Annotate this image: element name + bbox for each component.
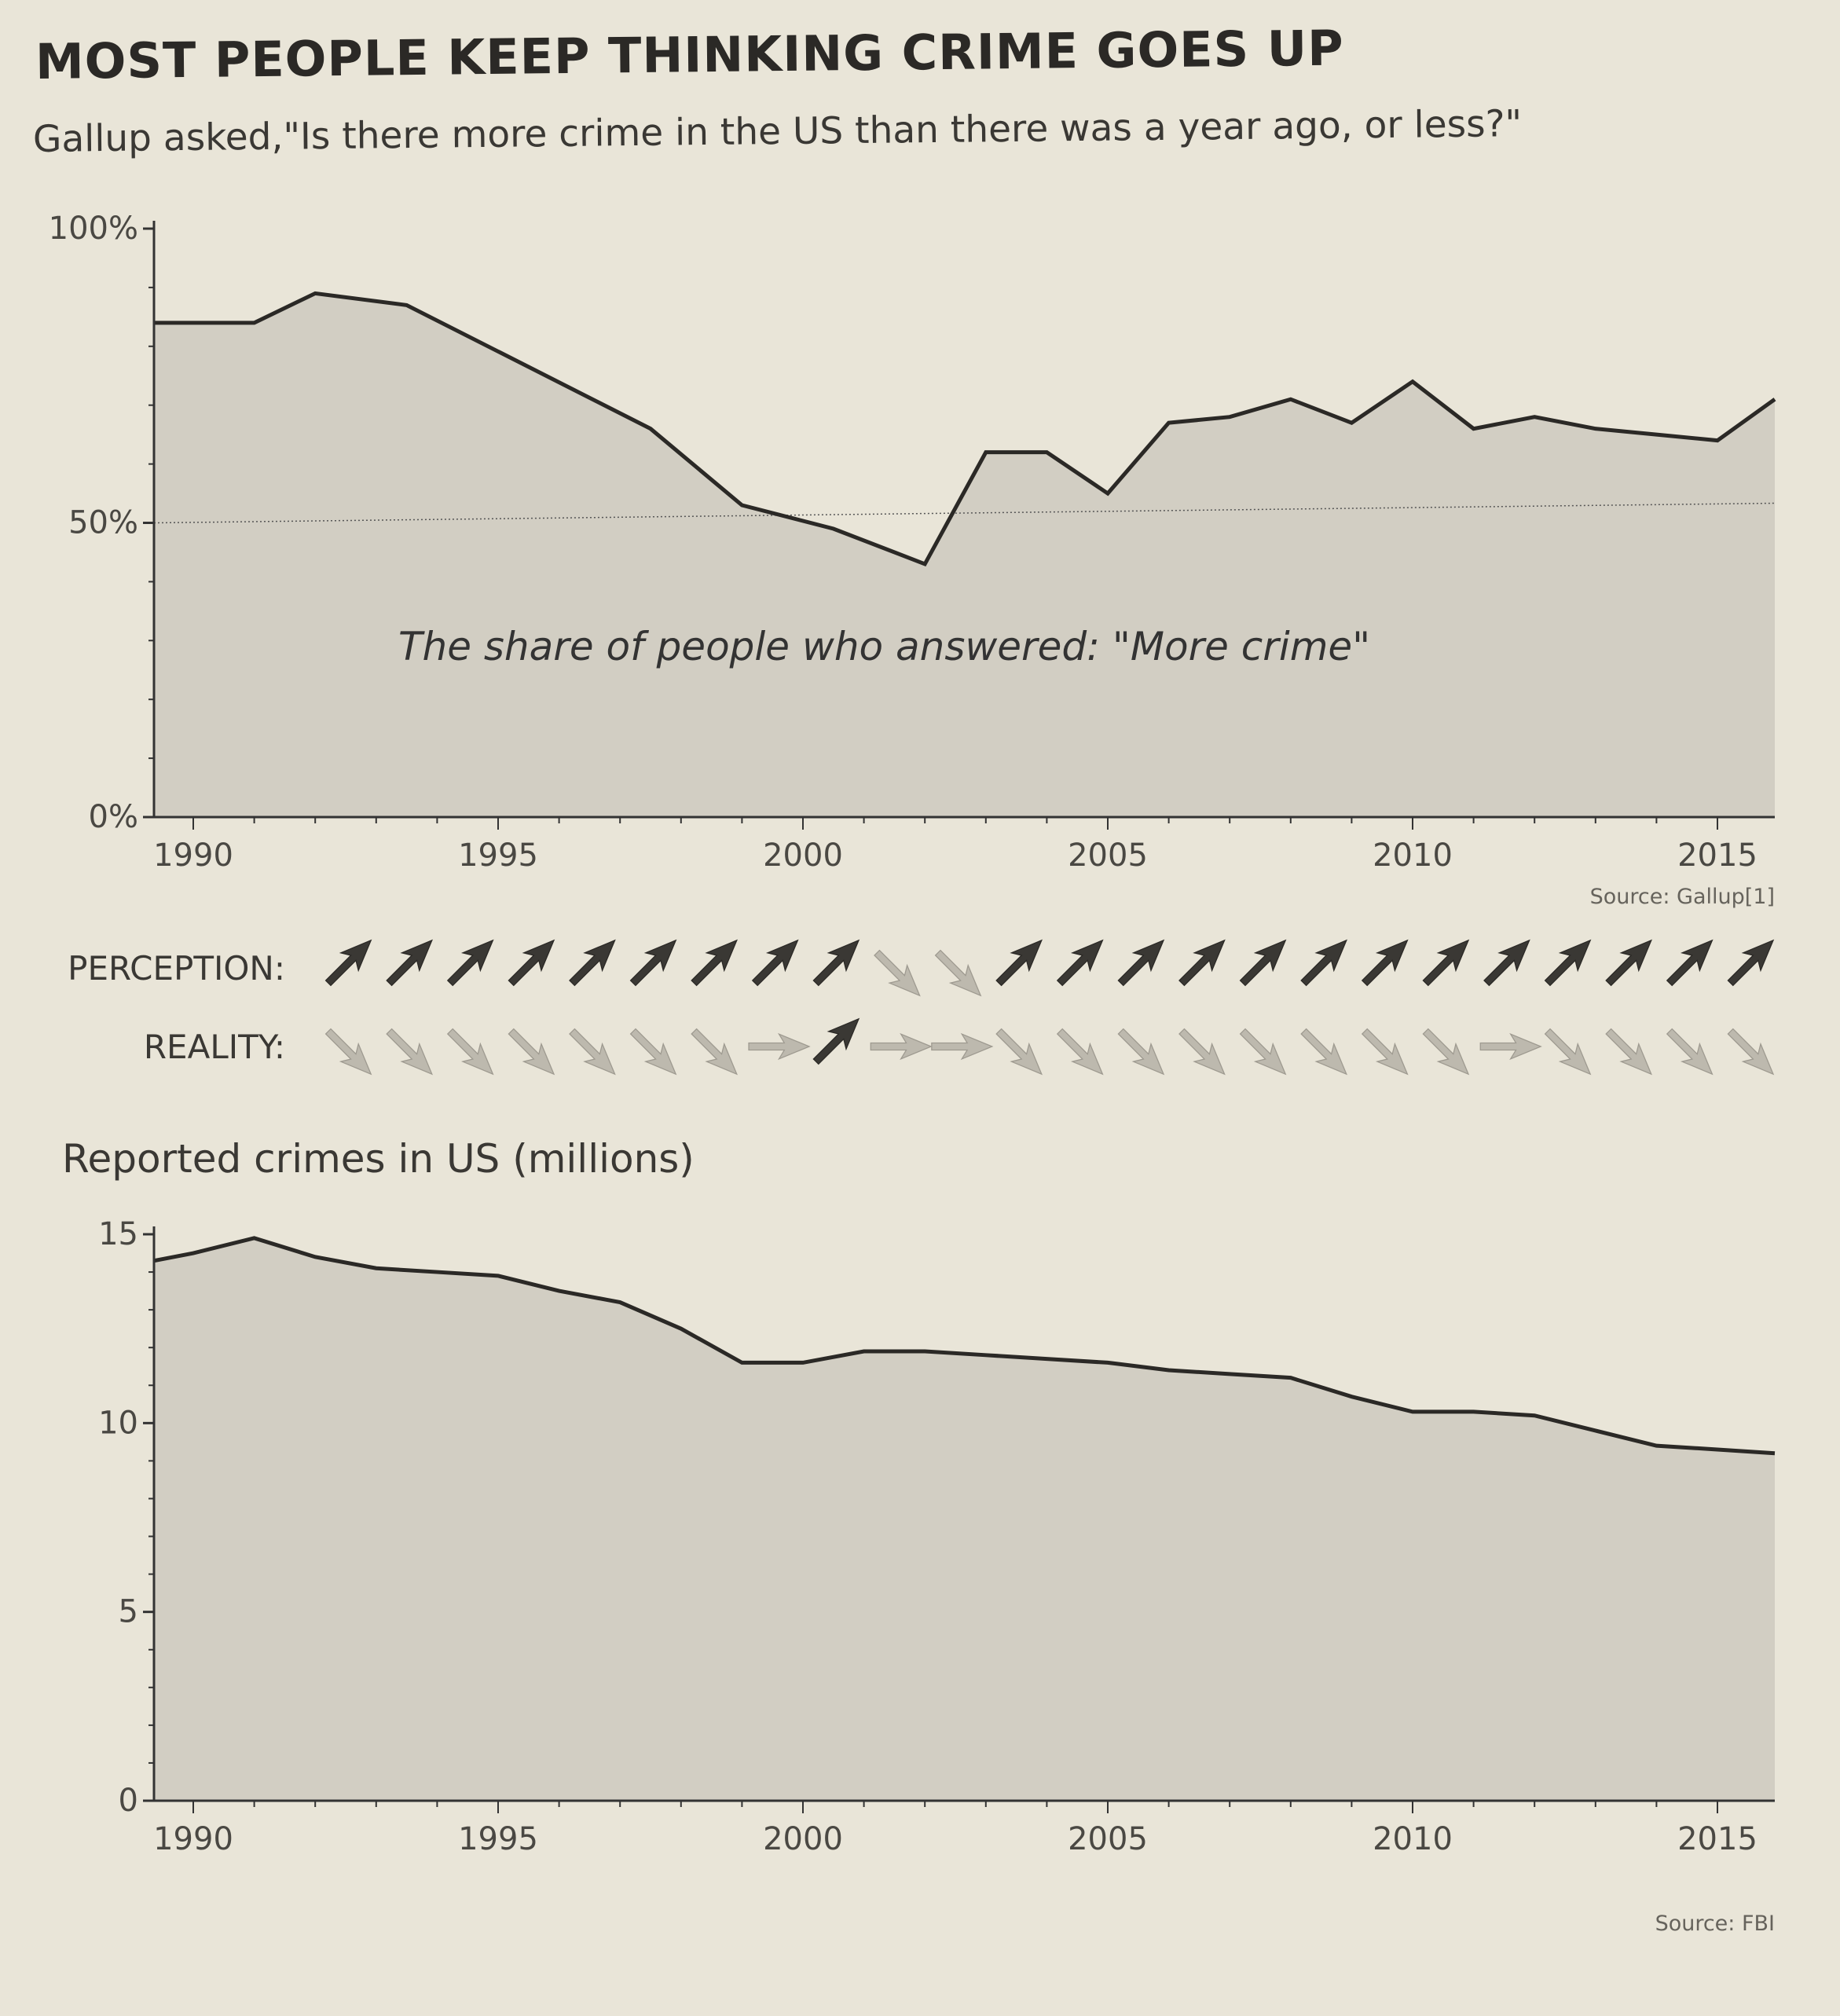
arrow-up-icon <box>569 939 616 987</box>
arrow-down-icon <box>386 1028 433 1076</box>
arrow-flat-icon <box>931 1032 994 1061</box>
arrow-down-icon <box>508 1028 555 1076</box>
arrow-up-icon <box>1483 939 1530 987</box>
arrow-up-icon <box>691 939 738 987</box>
arrow-up-icon <box>1056 939 1104 987</box>
arrow-up-icon <box>1422 939 1470 987</box>
x-tick-label: 2005 <box>1068 838 1148 874</box>
arrow-down-icon <box>1361 1028 1409 1076</box>
arrow-down-icon <box>874 949 921 997</box>
arrow-up-icon <box>1178 939 1226 987</box>
source-label: Source: Gallup[1] <box>1590 885 1775 909</box>
area-fill <box>154 1237 1775 1801</box>
arrow-up-icon <box>1605 939 1652 987</box>
x-tick-label: 1990 <box>153 1821 233 1857</box>
arrow-up-icon <box>386 939 433 987</box>
source-label: Source: FBI <box>1655 1912 1775 1936</box>
arrow-up-icon <box>446 939 494 987</box>
arrow-up-icon <box>1666 939 1714 987</box>
y-tick-label: 0 <box>119 1783 138 1819</box>
x-tick-label: 2000 <box>763 1821 843 1857</box>
y-tick-label: 15 <box>98 1216 138 1252</box>
chart-2: 0 5 10 15 1990 1995 2000 2005 2010 2015 Source: FB… <box>98 1216 1776 1936</box>
y-tick-label: 50% <box>68 505 138 541</box>
series-line <box>154 291 1776 567</box>
x-tick-label: 2010 <box>1373 1821 1453 1857</box>
arrow-flat-icon <box>870 1032 933 1061</box>
x-tick-label: 1995 <box>458 1821 538 1857</box>
arrow-down-icon <box>446 1028 494 1076</box>
reality-row: REALITY: <box>144 1017 1775 1076</box>
arrow-down-icon <box>1300 1028 1347 1076</box>
arrow-up-icon <box>324 939 372 987</box>
y-tick-label: 0% <box>89 799 138 835</box>
arrow-down-icon <box>1605 1028 1652 1076</box>
arrow-down-icon <box>1727 1028 1775 1076</box>
arrow-up-icon <box>812 939 860 987</box>
arrow-flat-icon <box>748 1032 811 1061</box>
perception-label: PERCEPTION: <box>68 949 285 988</box>
arrow-down-icon <box>1544 1028 1592 1076</box>
series-line <box>153 1236 1776 1456</box>
arrow-up-icon <box>995 939 1043 987</box>
y-tick-label: 5 <box>119 1594 138 1630</box>
x-tick-label: 2000 <box>763 838 843 874</box>
arrow-down-icon <box>1422 1028 1470 1076</box>
arrow-up-icon <box>1544 939 1592 987</box>
chart-1: 0% 50% 100% 1990 1995 2000 2005 2010 2015 Source:… <box>49 211 1776 909</box>
x-tick-label: 2005 <box>1068 1821 1148 1857</box>
y-tick-label: 100% <box>49 211 138 247</box>
x-tick-label: 1995 <box>458 838 538 874</box>
arrow-down-icon <box>569 1028 616 1076</box>
arrow-down-icon <box>934 949 982 997</box>
chart2-title: Reported crimes in US (millions) <box>62 1136 695 1182</box>
arrow-up-icon <box>1239 939 1287 987</box>
area-fill <box>154 293 1775 817</box>
x-tick-label: 2015 <box>1677 838 1758 874</box>
arrow-down-icon <box>629 1028 677 1076</box>
y-tick-label: 10 <box>98 1405 138 1441</box>
arrow-up-icon <box>629 939 677 987</box>
arrow-up-icon <box>1300 939 1347 987</box>
arrow-up-icon <box>1117 939 1165 987</box>
arrow-down-icon <box>1239 1028 1287 1076</box>
arrow-down-icon <box>995 1028 1043 1076</box>
arrow-down-icon <box>1056 1028 1104 1076</box>
arrow-down-icon <box>324 1028 372 1076</box>
arrow-down-icon <box>1178 1028 1226 1076</box>
x-tick-label: 2015 <box>1677 1821 1758 1857</box>
arrow-down-icon <box>1666 1028 1714 1076</box>
arrow-up-icon <box>508 939 555 987</box>
x-tick-label: 1990 <box>153 838 233 874</box>
x-tick-label: 2010 <box>1373 838 1453 874</box>
arrow-up-icon <box>1361 939 1409 987</box>
arrow-down-icon <box>1117 1028 1165 1076</box>
arrow-up-icon <box>751 939 799 987</box>
perception-row: PERCEPTION: <box>68 939 1775 997</box>
annotation-text: The share of people who answered: "More … <box>398 624 1370 669</box>
arrow-up-icon <box>1727 939 1775 987</box>
gridline-50 <box>153 502 1776 524</box>
reality-label: REALITY: <box>144 1028 285 1066</box>
arrow-up-icon <box>812 1017 860 1065</box>
arrow-down-icon <box>691 1028 738 1076</box>
arrow-flat-icon <box>1479 1032 1542 1061</box>
